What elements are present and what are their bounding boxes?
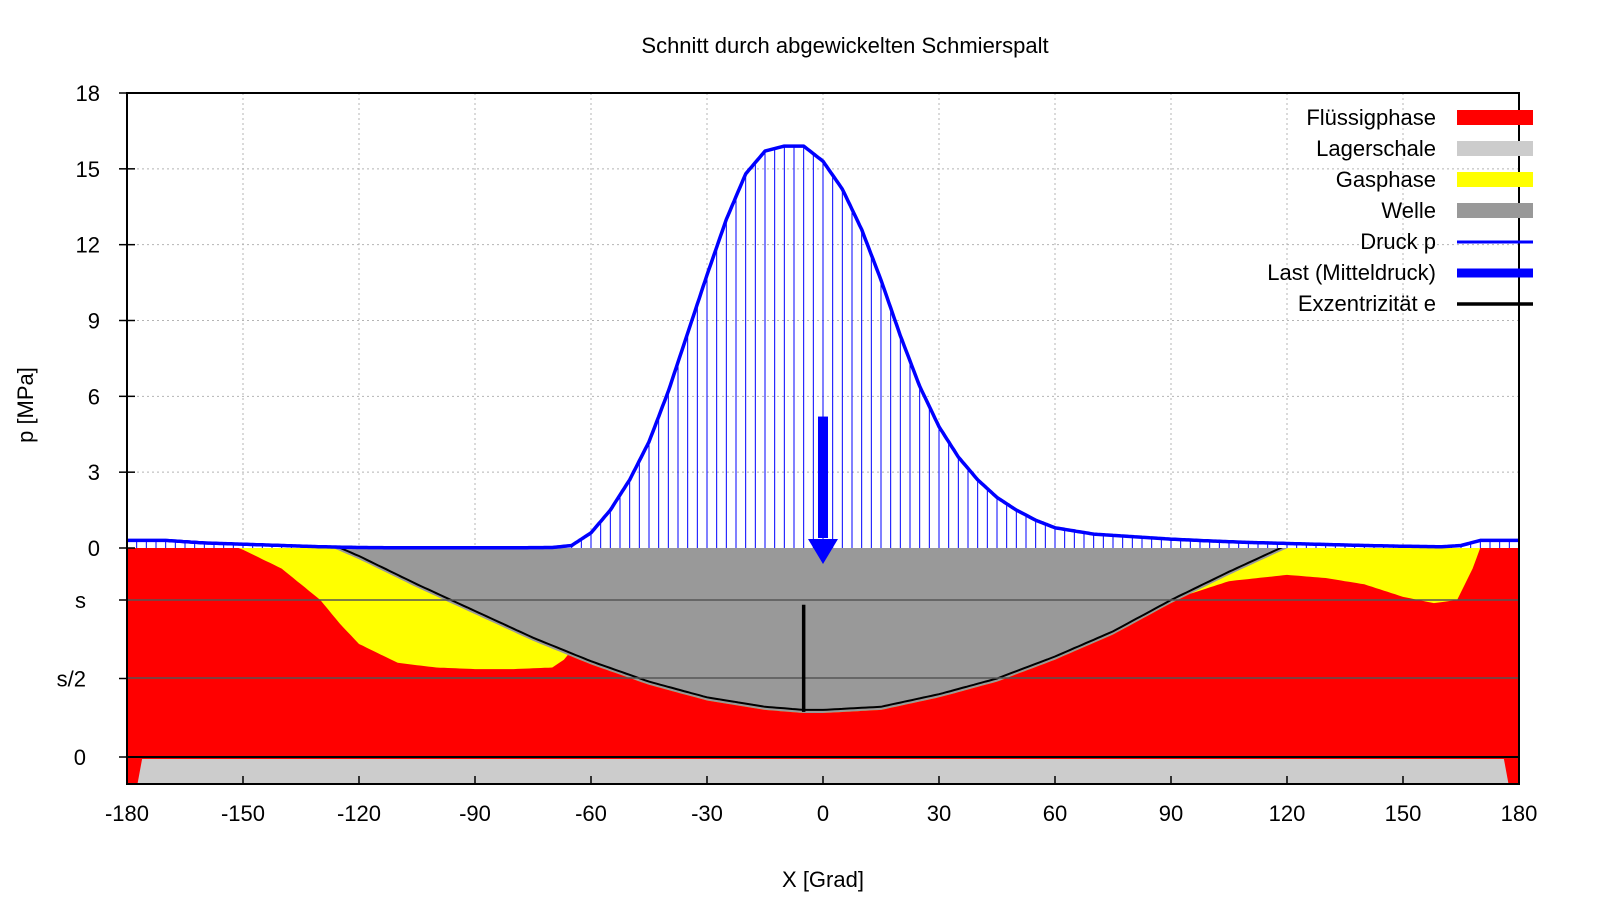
legend: Flüssigphase Lagerschale Gasphase Welle Druc… <box>1267 105 1533 316</box>
gap-tick-label: s/2 <box>57 667 86 692</box>
y-tick-label: 6 <box>88 384 100 409</box>
legend-label: Last (Mitteldruck) <box>1267 260 1436 285</box>
x-axis-label: X [Grad] <box>782 867 864 892</box>
legend-label: Exzentrizität e <box>1298 291 1436 316</box>
legend-label: Gasphase <box>1336 167 1436 192</box>
chart-title: Schnitt durch abgewickelten Schmierspalt <box>641 33 1048 58</box>
pressure-hatch <box>126 146 1520 548</box>
x-tick-label: 0 <box>817 801 829 826</box>
legend-label: Welle <box>1381 198 1436 223</box>
gap-section <box>127 548 1519 784</box>
y-tick-label: 3 <box>88 460 100 485</box>
x-tick-label: 180 <box>1501 801 1538 826</box>
legend-swatch <box>1457 203 1533 218</box>
legend-label: Lagerschale <box>1316 136 1436 161</box>
gap-tick-label: s <box>75 588 86 613</box>
x-tick-label: -60 <box>575 801 607 826</box>
axis-ticks <box>119 92 1520 784</box>
fluessigphase-area <box>127 548 1519 784</box>
legend-label: Druck p <box>1360 229 1436 254</box>
y-tick-label: 18 <box>76 81 100 106</box>
x-tick-label: -30 <box>691 801 723 826</box>
gap-tick-label: 0 <box>74 745 86 770</box>
x-tick-label: 150 <box>1385 801 1422 826</box>
druck-p-line <box>127 144 1519 550</box>
x-tick-label: -180 <box>105 801 149 826</box>
legend-swatch <box>1457 141 1533 156</box>
x-tick-label: 60 <box>1043 801 1067 826</box>
load-arrow-shaft <box>818 416 828 538</box>
y-tick-label: 9 <box>88 309 100 334</box>
x-tick-label: -150 <box>221 801 265 826</box>
load-arrow-head <box>808 539 838 564</box>
x-tick-label: -90 <box>459 801 491 826</box>
x-tick-label: 30 <box>927 801 951 826</box>
legend-swatch <box>1457 172 1533 187</box>
y-tick-label: 12 <box>76 233 100 258</box>
legend-label: Flüssigphase <box>1306 105 1436 130</box>
legend-swatch <box>1457 110 1533 125</box>
y-tick-labels: 0 3 6 9 12 15 18 <box>76 81 100 561</box>
x-tick-labels: -180 -150 -120 -90 -60 -30 0 30 60 90 120 150 180 <box>105 801 1537 826</box>
y-axis-label: p [MPa] <box>13 367 38 443</box>
y-tick-label: 0 <box>88 536 100 561</box>
last-mitteldruck-arrow <box>808 416 838 564</box>
x-tick-label: 120 <box>1269 801 1306 826</box>
y-tick-label: 15 <box>76 157 100 182</box>
x-tick-label: -120 <box>337 801 381 826</box>
welle-boundary-line <box>337 548 1283 711</box>
gap-tick-labels: 0 s/2 s <box>57 588 86 770</box>
x-tick-label: 90 <box>1159 801 1183 826</box>
